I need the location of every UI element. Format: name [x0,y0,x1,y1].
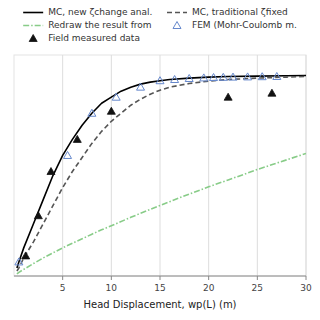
legend-item: Redraw the result from [23,20,151,30]
tick-label: 20 [203,283,215,293]
grid-line [257,55,258,276]
point [107,107,115,114]
point [137,83,145,90]
point [229,73,237,80]
tick-label: 25 [252,283,263,293]
legend-label: MC, new ζchange anal. [48,7,152,17]
tick-mark [160,276,161,280]
point [73,135,81,142]
grid-line [62,55,63,276]
legend-label: FEM (Mohr-Coulomb m. [192,20,297,30]
point [156,77,164,84]
line [17,77,306,271]
point [34,212,42,219]
legend-marker [29,35,37,42]
tick-label: 30 [300,283,312,293]
point [268,89,276,96]
point [224,93,232,100]
tick-mark [257,276,258,280]
plot-data [15,72,306,273]
tick-label: 5 [60,283,66,293]
legend-item: MC, traditional ζfixed [167,7,288,17]
point [210,74,218,81]
plot-frame [14,55,306,276]
legend-line [23,12,43,14]
grid-line [306,55,307,276]
legend-line [23,25,43,27]
line [17,153,306,274]
grid-line [111,55,112,276]
point [185,75,193,82]
point [47,168,55,175]
x-axis-label: Head Displacement, wp(L) (m) [83,299,236,310]
legend-line [167,12,187,14]
point [22,252,30,259]
scatter-series [22,89,276,259]
point [64,151,72,158]
tick-mark [306,276,307,280]
point [219,73,227,80]
point [171,76,179,83]
point [200,74,208,81]
line [17,75,306,267]
point [273,72,281,79]
legend-label: MC, traditional ζfixed [192,7,288,17]
tick-label: 15 [154,283,165,293]
legend-marker [173,22,181,29]
tick-mark [111,276,112,280]
x-axis [14,276,306,277]
chart: MC, new ζchange anal. MC, traditional ζfi… [0,0,320,320]
legend-item: MC, new ζchange anal. [23,7,152,17]
grid-line [208,55,209,276]
legend: MC, new ζchange anal. MC, traditional ζfi… [23,7,297,43]
point [258,73,266,80]
grid [63,55,306,276]
scatter-series [15,72,281,264]
legend-item: Field measured data [29,33,140,43]
legend-label: Field measured data [48,33,140,43]
tick-mark [62,276,63,280]
tick-mark [208,276,209,280]
legend-item: FEM (Mohr-Coulomb m. [173,20,297,30]
legend-label: Redraw the result from [48,20,151,30]
tick-label: 10 [106,283,118,293]
point [244,73,252,80]
point [88,109,96,116]
grid-line [160,55,161,276]
point [112,93,120,100]
